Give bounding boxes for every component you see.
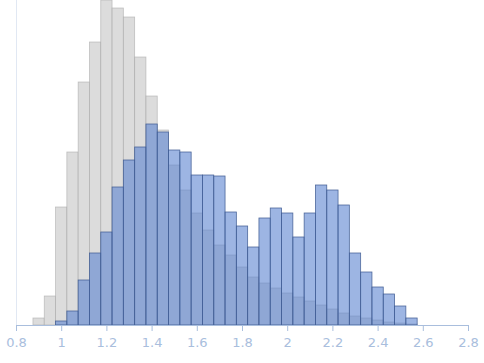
svg-text:1.6: 1.6 [187, 335, 208, 350]
svg-text:2: 2 [284, 335, 292, 350]
svg-text:2.2: 2.2 [323, 335, 344, 350]
svg-text:2.6: 2.6 [413, 335, 434, 350]
svg-text:1: 1 [58, 335, 66, 350]
svg-text:2.4: 2.4 [368, 335, 389, 350]
svg-text:1.8: 1.8 [232, 335, 253, 350]
svg-text:2.8: 2.8 [458, 335, 479, 350]
svg-text:0.8: 0.8 [6, 335, 27, 350]
svg-text:1.2: 1.2 [97, 335, 118, 350]
svg-text:1.4: 1.4 [142, 335, 163, 350]
